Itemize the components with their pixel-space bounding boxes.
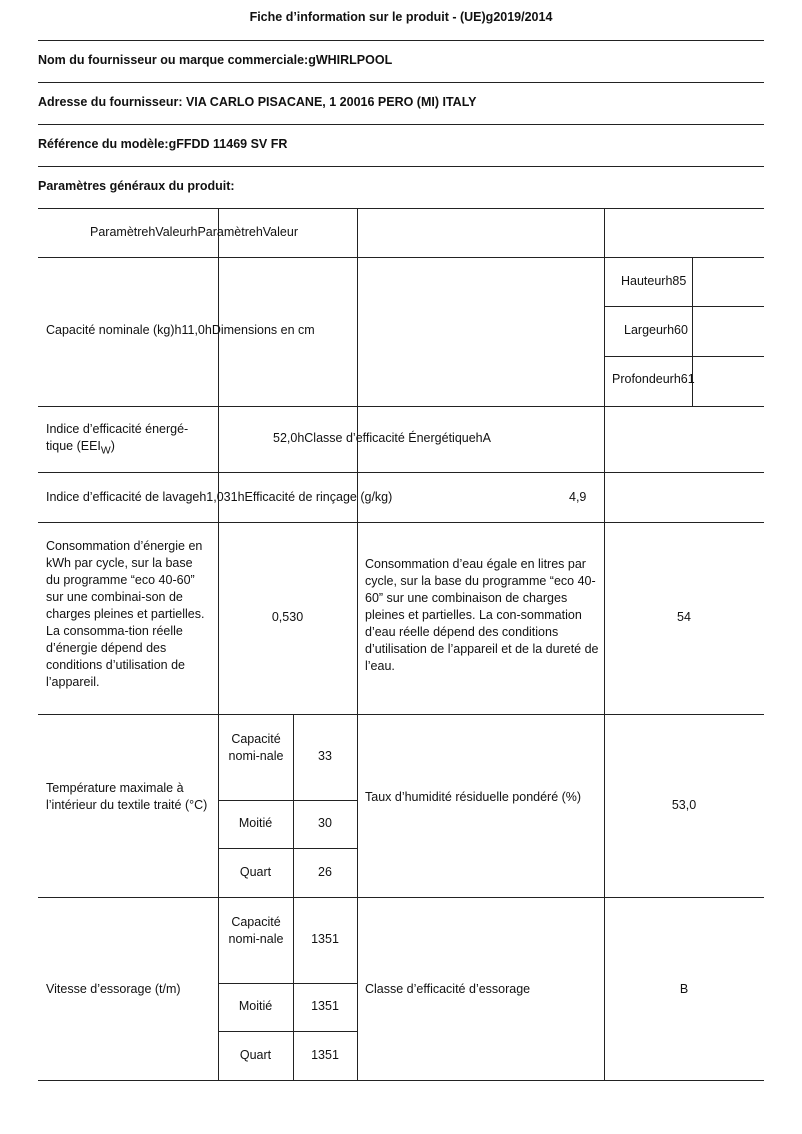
eei-label-text: Indice d’efficacité énergé-tique (EEI (46, 422, 189, 453)
table-line (38, 257, 764, 258)
table-line (38, 406, 764, 407)
water-value: 54 (677, 610, 691, 624)
spin-label: Vitesse d’essorage (t/m) (46, 982, 181, 996)
eei-value-row: 52,0hClasse d’efficacité ÉnergétiquehA (273, 431, 491, 445)
spin-quarter-value: 1351 (311, 1048, 339, 1062)
spin-quarter-label: Quart (239, 1048, 272, 1062)
spin-class-label: Classe d’efficacité d’essorage (365, 982, 531, 996)
divider (38, 82, 764, 83)
eei-subscript: W (100, 445, 111, 457)
wash-row: Indice d’efficacité de lavageh1,031hEffi… (46, 490, 393, 504)
table-line (604, 306, 764, 307)
spin-rated-label: Capacité nomi-nale (228, 915, 284, 946)
spin-half-label: Moitié (238, 999, 273, 1013)
spin-rated-value: 1351 (311, 932, 339, 946)
table-line (218, 848, 357, 849)
temp-quarter-value: 26 (318, 865, 332, 879)
temp-half-value: 30 (318, 816, 332, 830)
temp-label: Température maximale à l’intérieur du te… (46, 781, 208, 812)
model-reference: Référence du modèle:gFFDD 11469 SV FR (38, 137, 288, 151)
table-line (357, 208, 358, 1080)
section-heading: Paramètres généraux du produit: (38, 179, 235, 193)
table-line (692, 257, 693, 406)
supplier-name: Nom du fournisseur ou marque commerciale… (38, 53, 393, 67)
eei-label: Indice d’efficacité énergé-tique (EEIW) (46, 421, 211, 460)
temp-half-label: Moitié (238, 816, 273, 830)
water-label: Consommation d’eau égale en litres par c… (365, 557, 599, 673)
divider (38, 40, 764, 41)
capacity-row: Capacité nominale (kg)h11,0hDimensions e… (46, 323, 315, 337)
table-line (218, 800, 357, 801)
eei-label-close: ) (110, 439, 115, 453)
table-line (293, 897, 294, 1080)
table-line (38, 472, 764, 473)
depth-cell: Profondeurh61 (612, 372, 695, 386)
temp-quarter-label: Quart (239, 865, 272, 879)
spin-class-value: B (679, 982, 689, 996)
table-line (218, 1031, 357, 1032)
table-line (38, 714, 764, 715)
table-line (604, 208, 605, 1080)
table-line (604, 356, 764, 357)
energy-label: Consommation d’énergie en kWh par cycle,… (46, 539, 205, 689)
divider (38, 124, 764, 125)
table-line (38, 522, 764, 523)
header-row: ParamètrehValeurhParamètrehValeur (90, 225, 298, 239)
divider (38, 166, 764, 167)
humidity-value: 53,0 (671, 798, 697, 812)
height-cell: Hauteurh85 (621, 274, 687, 288)
table-line (38, 1080, 764, 1081)
page-title: Fiche d’information sur le produit - (UE… (249, 10, 553, 24)
table-line (218, 983, 357, 984)
table-line (38, 897, 764, 898)
humidity-label: Taux d’humidité résiduelle pondéré (%) (365, 790, 582, 804)
width-cell: Largeurh60 (624, 323, 688, 337)
spin-half-value: 1351 (311, 999, 339, 1013)
table-line (293, 714, 294, 897)
temp-rated-label: Capacité nomi-nale (228, 732, 284, 763)
temp-rated-value: 33 (318, 749, 332, 763)
supplier-address: Adresse du fournisseur: VIA CARLO PISACA… (38, 95, 477, 109)
rinse-value: 4,9 (569, 490, 587, 504)
table-line (218, 208, 219, 1080)
energy-value: 0,530 (271, 610, 304, 624)
table-line (38, 208, 764, 209)
